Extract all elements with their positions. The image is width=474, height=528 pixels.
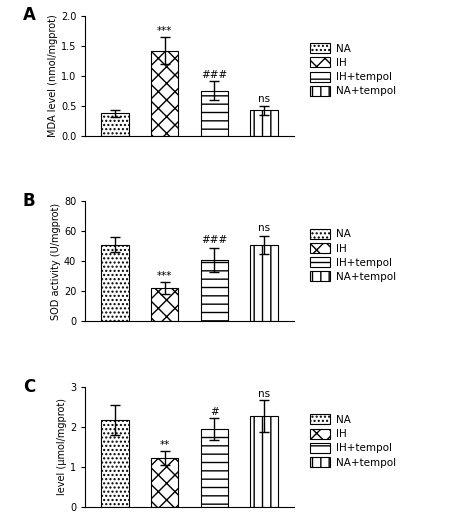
Legend: NA, IH, IH+tempol, NA+tempol: NA, IH, IH+tempol, NA+tempol [310,414,396,468]
Text: ns: ns [258,389,270,399]
Bar [151,458,178,507]
Bar [101,420,129,507]
Bar [250,416,278,507]
Y-axis label: MDA level (nmol/mgprot): MDA level (nmol/mgprot) [48,14,58,137]
Bar [250,110,278,136]
Text: ###: ### [201,70,228,80]
Text: ###: ### [201,235,228,245]
Text: ***: *** [157,26,173,36]
Bar [101,114,129,136]
Text: B: B [23,192,36,210]
Legend: NA, IH, IH+tempol, NA+tempol: NA, IH, IH+tempol, NA+tempol [310,229,396,282]
Bar [151,51,178,136]
Bar [201,260,228,321]
Bar [101,245,129,321]
Bar [151,288,178,321]
Y-axis label: SOD activity (U/mgprot): SOD activity (U/mgprot) [51,203,61,320]
Bar [201,429,228,507]
Text: **: ** [160,440,170,450]
Text: C: C [23,378,35,395]
Text: #: # [210,407,219,417]
Bar [201,91,228,136]
Legend: NA, IH, IH+tempol, NA+tempol: NA, IH, IH+tempol, NA+tempol [310,43,396,96]
Text: ns: ns [258,223,270,233]
Bar [250,245,278,321]
Text: A: A [23,6,36,24]
Text: ***: *** [157,271,173,281]
Y-axis label: level (μmol/mgprot): level (μmol/mgprot) [57,399,67,495]
Text: ns: ns [258,95,270,105]
